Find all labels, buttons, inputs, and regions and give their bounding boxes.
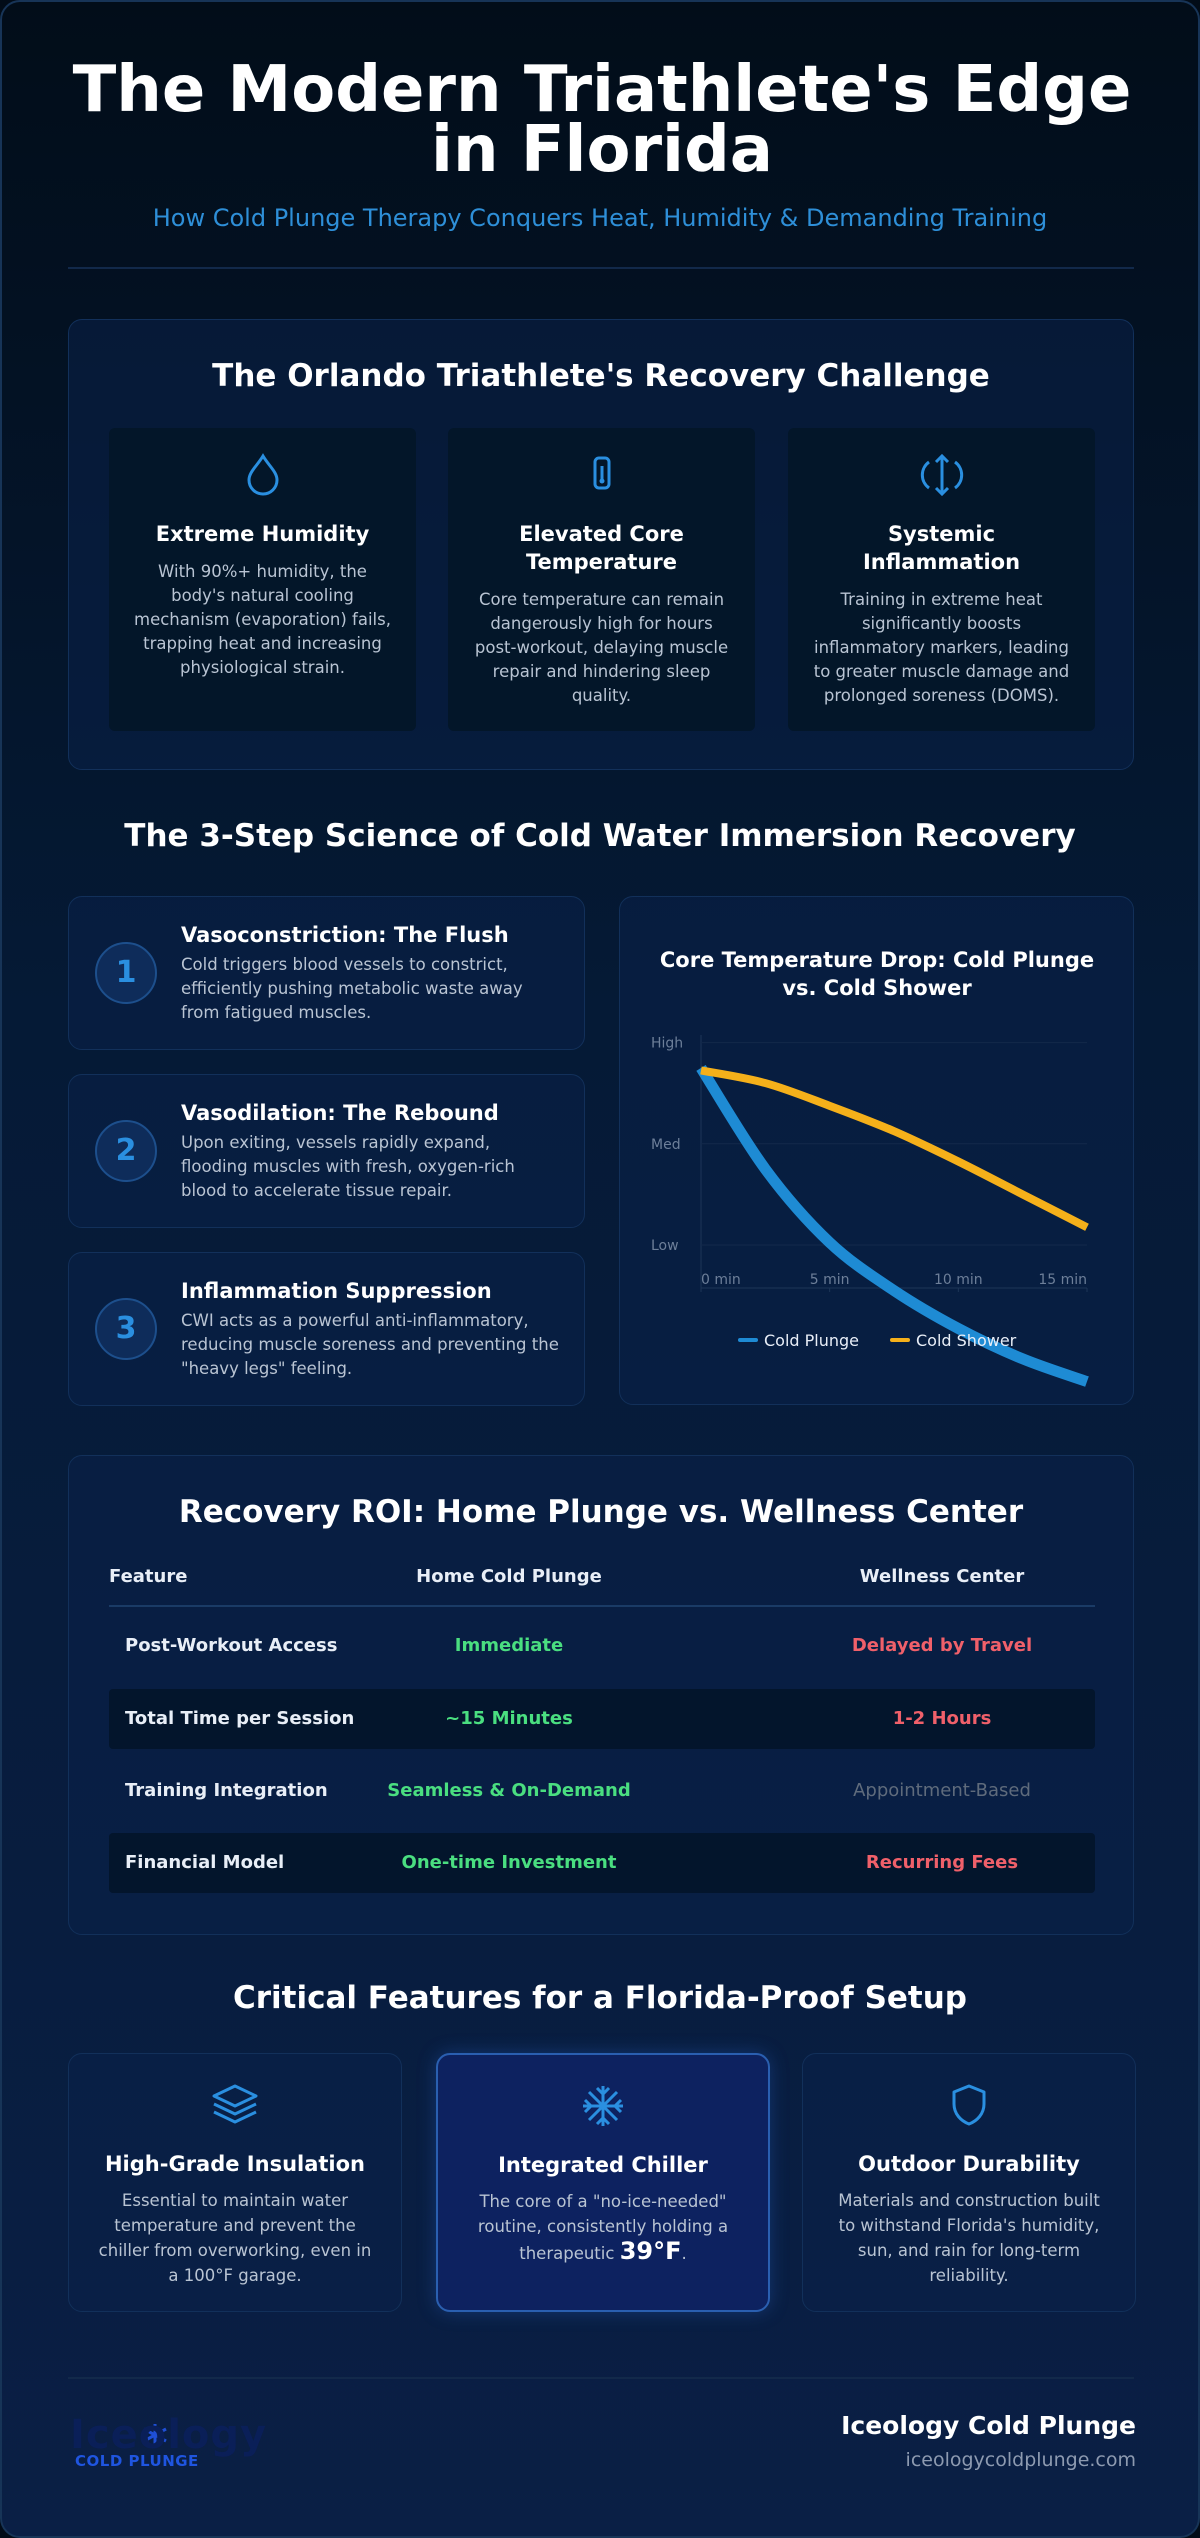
step-card: 1 Vasoconstriction: The Flush Cold trigg… bbox=[68, 896, 585, 1050]
challenge-card: Systemic Inflammation Training in extrem… bbox=[788, 428, 1095, 731]
card-title: Systemic Inflammation bbox=[862, 522, 1021, 574]
logo-tagline: COLD PLUNGE bbox=[75, 2452, 199, 2470]
inflammation-icon bbox=[920, 453, 963, 497]
step-title: Vasoconstriction: The Flush bbox=[181, 923, 509, 947]
snowflake-icon bbox=[583, 2086, 623, 2126]
cell: Delayed by Travel bbox=[851, 1635, 1033, 1656]
page-title: The Modern Triathlete's Edge in Florida bbox=[72, 53, 1132, 187]
section-title: Recovery ROI: Home Plunge vs. Wellness C… bbox=[178, 1494, 1024, 1530]
cell: Appointment-Based bbox=[853, 1780, 1031, 1801]
feature-text: The core of a "no-ice-needed" routine, c… bbox=[466, 2189, 740, 2266]
feature-text-part: The core of a "no-ice-needed" routine, c… bbox=[477, 2192, 729, 2263]
legend-label: Cold Plunge bbox=[764, 1331, 859, 1350]
humidity-icon bbox=[246, 453, 279, 496]
x-tick-label: 0 min bbox=[701, 1272, 741, 1288]
divider bbox=[68, 2377, 1134, 2379]
step-text: Upon exiting, vessels rapidly expand, fl… bbox=[181, 1133, 515, 1200]
section-title: Critical Features for a Florida-Proof Se… bbox=[232, 1980, 967, 2016]
header-rule bbox=[109, 1605, 1095, 1607]
table-row: Post-Workout Access Immediate Delayed by… bbox=[109, 1616, 1095, 1676]
x-tick-label: 10 min bbox=[934, 1272, 983, 1288]
feature-text: Materials and construction built to with… bbox=[838, 2191, 1100, 2285]
step-number: 2 bbox=[95, 1120, 157, 1182]
card-text: Training in extreme heat significantly b… bbox=[813, 590, 1070, 705]
step-card: 3 Inflammation Suppression CWI acts as a… bbox=[68, 1252, 585, 1406]
thermometer-icon bbox=[593, 456, 610, 490]
feature-title: Integrated Chiller bbox=[498, 2153, 708, 2177]
feature-title: High-Grade Insulation bbox=[104, 2152, 366, 2176]
cell: Total Time per Session bbox=[125, 1708, 355, 1729]
feature-text: Essential to maintain water temperature … bbox=[98, 2191, 372, 2285]
column-header: Feature bbox=[109, 1566, 188, 1587]
challenge-card: Elevated Core Temperature Core temperatu… bbox=[448, 428, 755, 731]
section-title: The 3-Step Science of Cold Water Immersi… bbox=[124, 818, 1076, 854]
chart-title: Core Temperature Drop: Cold Plunge vs. Co… bbox=[660, 948, 1094, 1000]
x-tick-label: 15 min bbox=[1038, 1272, 1087, 1288]
shield-icon bbox=[952, 2084, 986, 2126]
card-title: Extreme Humidity bbox=[155, 522, 370, 546]
table-row: Financial Model One-time Investment Recu… bbox=[109, 1833, 1095, 1893]
website-url: iceologycoldplunge.com bbox=[905, 2449, 1136, 2471]
cell: 1-2 Hours bbox=[892, 1708, 992, 1729]
step-number: 3 bbox=[95, 1298, 157, 1360]
step-text: Cold triggers blood vessels to constrict… bbox=[181, 955, 523, 1022]
logo-mark bbox=[143, 2424, 167, 2446]
y-tick-label: Low bbox=[651, 1238, 679, 1254]
cell: Immediate bbox=[454, 1635, 564, 1656]
layers-icon bbox=[212, 2084, 258, 2124]
step-number: 1 bbox=[95, 942, 157, 1004]
table-row: Training Integration Seamless & On-Deman… bbox=[109, 1761, 1095, 1821]
feature-card: Integrated Chiller The core of a "no-ice… bbox=[436, 2053, 770, 2312]
cell: Recurring Fees bbox=[865, 1852, 1019, 1873]
cell: Seamless & On-Demand bbox=[387, 1780, 631, 1801]
step-card: 2 Vasodilation: The Rebound Upon exiting… bbox=[68, 1074, 585, 1228]
cell: Training Integration bbox=[125, 1780, 328, 1801]
feature-title: Outdoor Durability bbox=[858, 2152, 1080, 2176]
divider bbox=[68, 267, 1134, 269]
cell: ~15 Minutes bbox=[445, 1708, 573, 1729]
table-row: Total Time per Session ~15 Minutes 1-2 H… bbox=[109, 1689, 1095, 1749]
card-text: Core temperature can remain dangerously … bbox=[474, 590, 729, 705]
column-header: Wellness Center bbox=[859, 1566, 1025, 1587]
subtitle: How Cold Plunge Therapy Conquers Heat, H… bbox=[152, 204, 1048, 232]
feature-card: High-Grade Insulation Essential to maint… bbox=[68, 2053, 402, 2312]
x-tick-label: 5 min bbox=[810, 1272, 850, 1288]
cell: Financial Model bbox=[125, 1852, 285, 1873]
section-title: The Orlando Triathlete's Recovery Challe… bbox=[212, 358, 990, 394]
cell: Post-Workout Access bbox=[125, 1635, 338, 1656]
logo-name: Iceology bbox=[70, 2412, 268, 2458]
feature-text-part: . bbox=[681, 2244, 687, 2263]
card-text: With 90%+ humidity, the body's natural c… bbox=[134, 562, 391, 677]
cell: One-time Investment bbox=[401, 1852, 617, 1873]
y-tick-label: Med bbox=[651, 1137, 681, 1153]
table-header: Feature Home Cold Plunge Wellness Center bbox=[109, 1547, 1095, 1607]
chart-card: Core Temperature Drop: Cold Plunge vs. Co… bbox=[619, 896, 1134, 1405]
legend-label: Cold Shower bbox=[916, 1331, 1017, 1350]
column-header: Home Cold Plunge bbox=[416, 1566, 602, 1587]
chart-title-line: vs. Cold Shower bbox=[782, 976, 972, 1000]
challenge-card: Extreme Humidity With 90%+ humidity, the… bbox=[109, 428, 416, 731]
data-line bbox=[700, 1066, 1089, 1231]
data-line bbox=[696, 1064, 1089, 1387]
step-title: Vasodilation: The Rebound bbox=[181, 1101, 499, 1125]
chart-title-line: Core Temperature Drop: Cold Plunge bbox=[660, 948, 1094, 972]
feature-card: Outdoor Durability Materials and constru… bbox=[802, 2053, 1136, 2312]
brand-name: Iceology Cold Plunge bbox=[841, 2411, 1136, 2440]
card-title: Elevated Core Temperature bbox=[519, 522, 684, 574]
step-text: CWI acts as a powerful anti-inflammatory… bbox=[181, 1311, 559, 1378]
chart: Core Temperature Drop: Cold Plunge vs. Co… bbox=[651, 948, 1094, 1387]
y-tick-label: High bbox=[651, 1036, 683, 1052]
step-title: Inflammation Suppression bbox=[181, 1279, 492, 1303]
temperature-highlight: 39°F bbox=[619, 2237, 682, 2265]
